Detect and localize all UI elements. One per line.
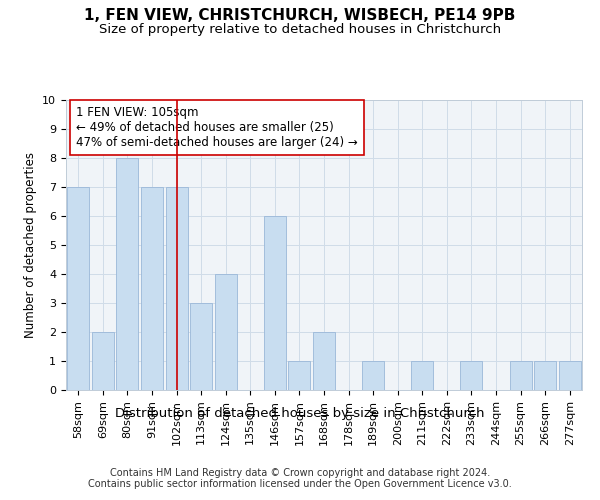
Bar — [509, 361, 532, 390]
Bar — [411, 361, 433, 390]
Bar — [362, 361, 384, 390]
Text: Contains HM Land Registry data © Crown copyright and database right 2024.
Contai: Contains HM Land Registry data © Crown c… — [88, 468, 512, 489]
Text: Size of property relative to detached houses in Christchurch: Size of property relative to detached ho… — [99, 22, 501, 36]
Bar — [289, 361, 310, 390]
Bar — [190, 303, 212, 390]
Bar — [141, 187, 163, 390]
Bar — [166, 187, 188, 390]
Bar — [67, 187, 89, 390]
Bar — [313, 332, 335, 390]
Text: 1, FEN VIEW, CHRISTCHURCH, WISBECH, PE14 9PB: 1, FEN VIEW, CHRISTCHURCH, WISBECH, PE14… — [85, 8, 515, 22]
Bar — [460, 361, 482, 390]
Text: 1 FEN VIEW: 105sqm
← 49% of detached houses are smaller (25)
47% of semi-detache: 1 FEN VIEW: 105sqm ← 49% of detached hou… — [76, 106, 358, 149]
Bar — [116, 158, 139, 390]
Bar — [264, 216, 286, 390]
Bar — [92, 332, 114, 390]
Bar — [215, 274, 237, 390]
Bar — [534, 361, 556, 390]
Y-axis label: Number of detached properties: Number of detached properties — [24, 152, 37, 338]
Bar — [559, 361, 581, 390]
Text: Distribution of detached houses by size in Christchurch: Distribution of detached houses by size … — [115, 408, 485, 420]
